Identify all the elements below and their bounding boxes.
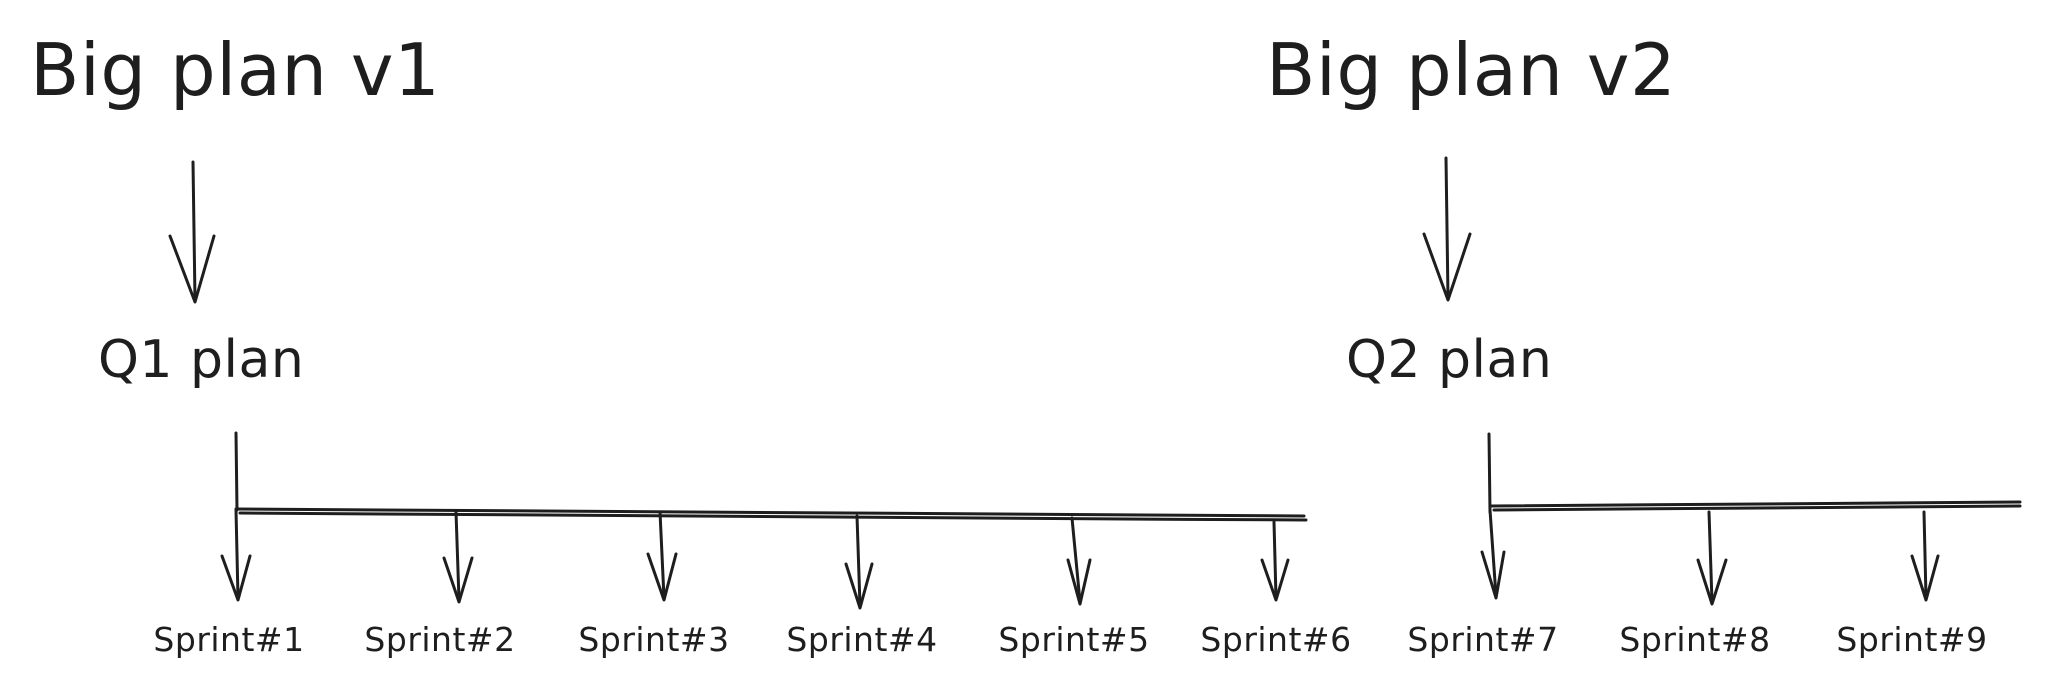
sprint-label-7: Sprint#7: [1407, 620, 1559, 659]
sprint-label-6: Sprint#6: [1200, 620, 1352, 659]
sprint-arrow-1: [220, 508, 252, 602]
plan-title-v2: Big plan v2: [1266, 28, 1677, 112]
quarter-to-timeline-connector-2: [1487, 432, 1492, 514]
title-to-quarter-arrow-1: [168, 160, 216, 304]
sprint-label-8: Sprint#8: [1619, 620, 1771, 659]
sprint-label-2: Sprint#2: [364, 620, 516, 659]
quarter-label-q1: Q1 plan: [98, 330, 305, 390]
sprint-arrow-2: [442, 510, 474, 604]
plan-title-v1: Big plan v1: [30, 28, 441, 112]
sprint-label-4: Sprint#4: [786, 620, 938, 659]
quarter-label-q2: Q2 plan: [1346, 330, 1553, 390]
sprint-arrow-8: [1696, 510, 1728, 606]
quarter-to-timeline-connector-1: [234, 431, 239, 512]
sprint-arrow-7: [1480, 508, 1506, 600]
sprint-arrow-6: [1260, 520, 1290, 602]
timeline-bar-1: [234, 507, 1308, 522]
sprint-arrow-4: [844, 514, 874, 610]
timeline-bar-2: [1490, 500, 2022, 512]
title-to-quarter-arrow-2: [1422, 156, 1472, 302]
sprint-arrow-3: [646, 510, 678, 602]
sprint-arrow-9: [1910, 510, 1940, 602]
sprint-label-5: Sprint#5: [998, 620, 1150, 659]
sprint-label-9: Sprint#9: [1836, 620, 1988, 659]
sprint-label-3: Sprint#3: [578, 620, 730, 659]
sprint-arrow-5: [1066, 516, 1092, 606]
sprint-label-1: Sprint#1: [153, 620, 305, 659]
